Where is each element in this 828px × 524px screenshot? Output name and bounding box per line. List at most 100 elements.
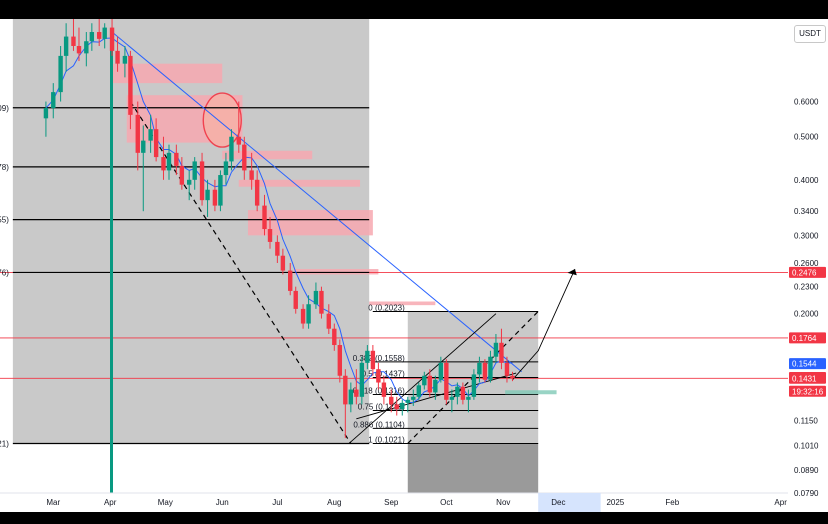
- fib-level-label: 0.382 (0.2476): [0, 268, 9, 277]
- supply-zone: [222, 150, 313, 160]
- price-tag: [789, 266, 826, 278]
- candle-body: [504, 362, 510, 376]
- price-tag: [789, 372, 826, 384]
- price-axis-label: 0.4000: [794, 176, 819, 185]
- time-axis-label: Apr: [104, 498, 117, 507]
- price-tag: [789, 332, 826, 344]
- price-axis-label: 0.3000: [794, 231, 819, 240]
- projection-arrow: [512, 268, 576, 381]
- candle-body: [466, 396, 471, 400]
- price-axis-label: 0.2300: [794, 283, 819, 292]
- candle-body: [411, 396, 416, 400]
- candle-body: [96, 32, 102, 39]
- fib-level-label: 0.75 (0.5809): [0, 104, 9, 113]
- candle-body: [499, 342, 504, 363]
- candle-body: [115, 50, 120, 64]
- time-axis-label: Mar: [46, 498, 60, 507]
- fib-level-label: 0.618 (0.4278): [0, 163, 9, 172]
- price-tag-label: 0.2476: [792, 268, 817, 277]
- price-axis-label: 0.1010: [794, 442, 819, 451]
- time-axis-label: 2025: [606, 498, 624, 507]
- price-tag: [789, 358, 826, 370]
- candle-body: [348, 389, 354, 405]
- candle-body: [354, 389, 359, 397]
- price-axis-label: 0.2600: [794, 259, 819, 268]
- candle-body: [455, 386, 460, 397]
- volume-bar: [110, 45, 113, 493]
- time-axis-label: Oct: [440, 498, 453, 507]
- price-axis-label: 0.0790: [794, 489, 819, 498]
- time-axis-label: May: [158, 498, 173, 507]
- fib-level-label: 0 (0.2023): [368, 303, 405, 312]
- candle-body: [192, 161, 197, 180]
- time-axis-highlight: [538, 493, 601, 512]
- candle-body: [405, 399, 410, 403]
- candles-layer: [43, 19, 515, 439]
- candle-body: [488, 356, 493, 380]
- candle-body: [438, 362, 444, 380]
- candle-body: [482, 362, 488, 380]
- candle-body: [343, 375, 348, 405]
- candle-body: [76, 45, 82, 54]
- price-axis-label: 0.5000: [794, 133, 819, 142]
- candle-body: [293, 290, 298, 309]
- candle-body: [122, 55, 128, 64]
- candle-body: [444, 362, 449, 400]
- candle-body: [381, 382, 387, 397]
- fib-shaded-range: [407, 443, 539, 493]
- price-tag: [789, 385, 826, 397]
- candle-body: [205, 189, 210, 201]
- currency-badge[interactable]: USDT: [794, 25, 826, 43]
- candle-body: [166, 152, 172, 171]
- candle-body: [89, 32, 95, 42]
- candle-body: [262, 205, 267, 230]
- candle-body: [422, 375, 427, 386]
- price-axis-label: 0.2000: [794, 310, 819, 319]
- candle-body: [280, 255, 286, 271]
- candle-body: [300, 308, 306, 324]
- fib-level-label: 0 (0.1021): [0, 439, 9, 448]
- supply-zone: [369, 301, 436, 306]
- price-chart[interactable]: 0.75 (0.5809) 0.618 (0.4278) 0.5 (0.3255) 0…: [0, 19, 828, 512]
- candle-body: [449, 396, 455, 400]
- fib-level-label: 0.75 (0.1211): [358, 403, 405, 412]
- time-axis-label: Nov: [496, 498, 510, 507]
- candle-body: [376, 369, 381, 383]
- time-axis-label: Apr: [774, 498, 787, 507]
- fibonacci-layer: 0.75 (0.5809) 0.618 (0.4278) 0.5 (0.3255) 0…: [0, 104, 539, 448]
- candle-body: [179, 165, 185, 185]
- candle-body: [174, 152, 179, 166]
- candle-body: [427, 375, 433, 393]
- candle-body: [71, 36, 76, 46]
- candle-body: [254, 179, 260, 206]
- wedge-lower-line: [356, 372, 517, 420]
- candle-body: [242, 144, 247, 171]
- candle-body: [332, 328, 337, 346]
- candle-body: [51, 92, 56, 109]
- price-axis: 0.6000 0.5000 0.4000 0.3400 0.3000 0.2600 0.23…: [788, 19, 828, 512]
- price-axis-label: 0.3400: [794, 207, 819, 216]
- candle-body: [306, 304, 311, 324]
- candle-body: [359, 362, 365, 397]
- chart-pane[interactable]: 0.75 (0.5809) 0.618 (0.4278) 0.5 (0.3255) 0…: [0, 19, 828, 512]
- candle-body: [212, 189, 218, 206]
- candle-body: [43, 108, 49, 119]
- candle-body: [460, 386, 466, 400]
- candle-body: [319, 290, 324, 314]
- time-axis: Mar Apr May Jun Jul Aug Sep Oct Nov Dec 2025 Feb Apr: [0, 492, 788, 512]
- candle-body: [267, 229, 273, 242]
- candle-body: [510, 375, 515, 379]
- price-tag-label: 19:32:16: [792, 387, 824, 396]
- candle-body: [128, 55, 133, 115]
- price-tag-label: 0.1764: [792, 334, 817, 343]
- time-axis-label: Dec: [551, 498, 565, 507]
- candle-body: [288, 270, 293, 291]
- candle-body: [229, 136, 234, 162]
- fib-level-label: 1 (0.1021): [368, 435, 405, 444]
- candle-body: [416, 385, 421, 397]
- candle-body: [326, 313, 331, 329]
- price-tag-label: 0.1544: [792, 360, 817, 369]
- candle-body: [370, 350, 376, 370]
